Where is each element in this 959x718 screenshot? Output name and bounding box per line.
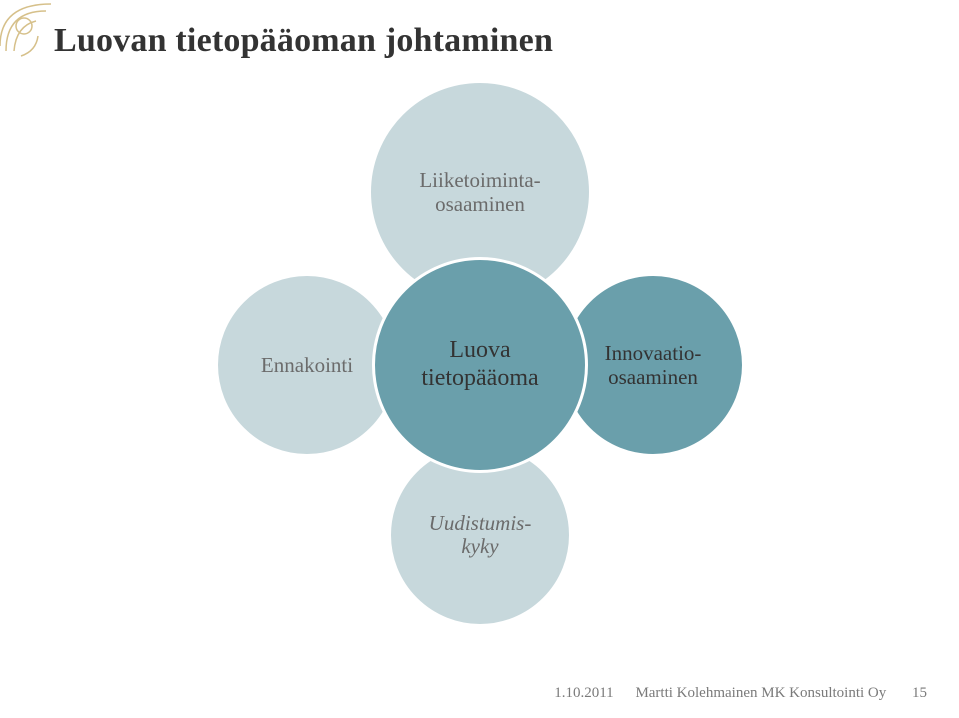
circle-right-line2: osaaminen [608, 365, 698, 389]
footer-author: Martti Kolehmainen MK Konsultointi Oy [635, 685, 886, 701]
circle-bottom-line2: kyky [461, 535, 498, 558]
circle-center-line1: Luova [449, 337, 510, 365]
circle-right-line1: Innovaatio- [605, 341, 702, 365]
circle-top-line2: osaaminen [435, 192, 525, 216]
slide-footer: 1.10.2011 Martti Kolehmainen MK Konsulto… [554, 685, 927, 702]
footer-date: 1.10.2011 [554, 685, 613, 701]
slide-page: Luovan tietopääoman johtaminen Liiketoim… [0, 0, 959, 718]
circle-right-innovaatio: Innovaatio- osaaminen [561, 273, 745, 457]
page-title: Luovan tietopääoman johtaminen [54, 22, 553, 60]
circle-center-luova-tietopaaoma: Luova tietopääoma [372, 257, 588, 473]
circle-left-line1: Ennakointi [261, 353, 353, 378]
footer-page-number: 15 [912, 685, 927, 701]
ornament-strokes [0, 4, 51, 56]
circle-bottom-line1: Uudistumis- [429, 512, 532, 535]
diagram-container: Liiketoiminta- osaaminen Ennakointi Inno… [130, 70, 830, 630]
circle-center-line2: tietopääoma [421, 365, 538, 393]
circle-top-line1: Liiketoiminta- [419, 168, 540, 192]
